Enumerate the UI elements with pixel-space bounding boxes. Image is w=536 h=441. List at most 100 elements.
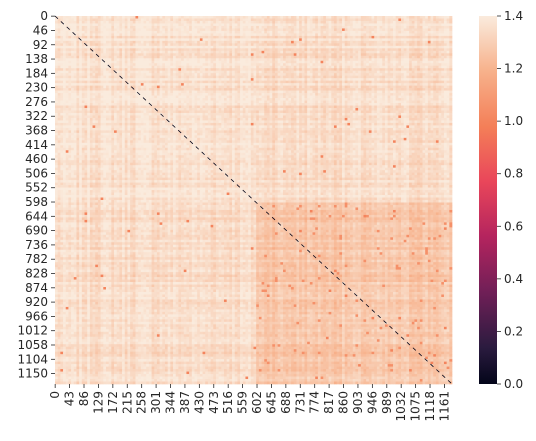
heatmap-cell — [258, 88, 262, 91]
heatmap-cell — [215, 95, 219, 99]
heatmap-cell — [285, 53, 289, 57]
heatmap-cell — [406, 30, 410, 34]
heatmap-cell — [248, 38, 252, 42]
heatmap-cell — [132, 18, 136, 22]
heatmap-cell — [379, 90, 383, 94]
heatmap-cell — [178, 35, 182, 39]
heatmap-cell — [76, 20, 80, 24]
heatmap-cell — [387, 63, 391, 67]
heatmap-cell — [317, 40, 321, 44]
heatmap-cell — [127, 95, 131, 99]
heatmap-cell — [250, 20, 254, 24]
heatmap-cell — [427, 50, 431, 54]
heatmap-cell — [382, 85, 386, 89]
heatmap-cell — [411, 80, 415, 84]
heatmap-cell — [323, 20, 327, 24]
heatmap-cell — [371, 55, 375, 59]
heatmap-cell — [433, 35, 437, 39]
heatmap-cell — [130, 38, 134, 42]
heatmap-cell — [97, 68, 101, 72]
heatmap-cell — [339, 38, 343, 42]
heatmap-cell — [355, 38, 359, 42]
heatmap-cell — [382, 88, 386, 91]
heatmap-cell — [301, 65, 305, 69]
heatmap-cell — [258, 25, 262, 29]
heatmap-cell — [366, 75, 370, 79]
heatmap-cell — [164, 23, 169, 27]
heatmap-cell — [288, 88, 292, 91]
heatmap-cell — [226, 58, 230, 62]
heatmap-cell — [108, 60, 112, 64]
heatmap-cell — [191, 45, 195, 49]
heatmap-cell — [170, 28, 174, 32]
heatmap-cell — [234, 65, 238, 69]
heatmap-cell — [280, 33, 284, 37]
heatmap-cell — [328, 38, 332, 42]
heatmap-cell — [116, 35, 120, 39]
heatmap-cell — [283, 38, 287, 42]
heatmap-cell — [240, 30, 244, 34]
heatmap-cell — [320, 38, 324, 42]
heatmap-cell — [274, 63, 278, 67]
heatmap-cell — [173, 40, 177, 44]
heatmap-cell — [417, 95, 421, 99]
heatmap-cell — [167, 18, 171, 22]
heatmap-cell — [100, 73, 104, 77]
heatmap-cell — [237, 38, 241, 42]
heatmap-cell — [264, 50, 268, 54]
heatmap-cell — [433, 85, 437, 89]
heatmap-cell — [285, 73, 289, 77]
heatmap-cell — [122, 58, 126, 62]
heatmap-cell — [317, 83, 321, 86]
heatmap-cell — [135, 83, 139, 86]
heatmap-cell — [229, 65, 233, 69]
heatmap-cell — [97, 50, 101, 54]
heatmap-cell — [76, 78, 80, 81]
heatmap-cell — [151, 53, 155, 57]
heatmap-cell — [81, 63, 85, 67]
heatmap-cell — [253, 63, 257, 67]
heatmap-cell — [288, 78, 292, 81]
heatmap-cell — [60, 55, 64, 59]
heatmap-cell — [60, 28, 64, 32]
heatmap-cell — [422, 16, 426, 19]
heatmap-cell — [143, 45, 147, 49]
heatmap-cell — [119, 45, 123, 49]
heatmap-cell — [347, 35, 351, 39]
heatmap-cell — [331, 70, 335, 74]
heatmap-cell — [266, 75, 270, 79]
heatmap-cell — [114, 73, 118, 77]
heatmap-cell — [309, 70, 313, 74]
heatmap-cell — [344, 25, 348, 29]
heatmap-cell — [256, 40, 260, 44]
heatmap-cell — [148, 38, 152, 42]
heatmap-cell — [229, 23, 233, 27]
heatmap-cell — [347, 23, 351, 27]
heatmap-cell — [248, 18, 252, 22]
heatmap-cell — [151, 25, 155, 29]
heatmap-cell — [363, 73, 367, 77]
heatmap-cell — [162, 16, 166, 19]
heatmap-cell — [328, 20, 332, 24]
heatmap-cell — [250, 30, 254, 34]
heatmap-cell — [325, 78, 329, 81]
heatmap-cell — [156, 38, 160, 42]
heatmap-cell — [350, 33, 354, 37]
heatmap-cell — [114, 50, 118, 54]
heatmap-cell — [100, 40, 104, 44]
heatmap-cell — [277, 33, 281, 37]
heatmap-cell — [114, 75, 118, 79]
heatmap-cell — [371, 43, 375, 47]
heatmap-cell — [135, 16, 139, 19]
heatmap-cell — [100, 63, 104, 67]
heatmap-cell — [162, 38, 166, 42]
heatmap-cell — [226, 80, 230, 84]
heatmap-cell — [261, 65, 265, 69]
heatmap-cell — [264, 43, 268, 47]
heatmap-cell — [154, 23, 158, 27]
heatmap-cell — [173, 18, 177, 22]
heatmap-cell — [191, 43, 195, 47]
heatmap-cell — [232, 16, 236, 19]
heatmap-cell — [79, 88, 83, 91]
heatmap-cell — [173, 63, 177, 67]
